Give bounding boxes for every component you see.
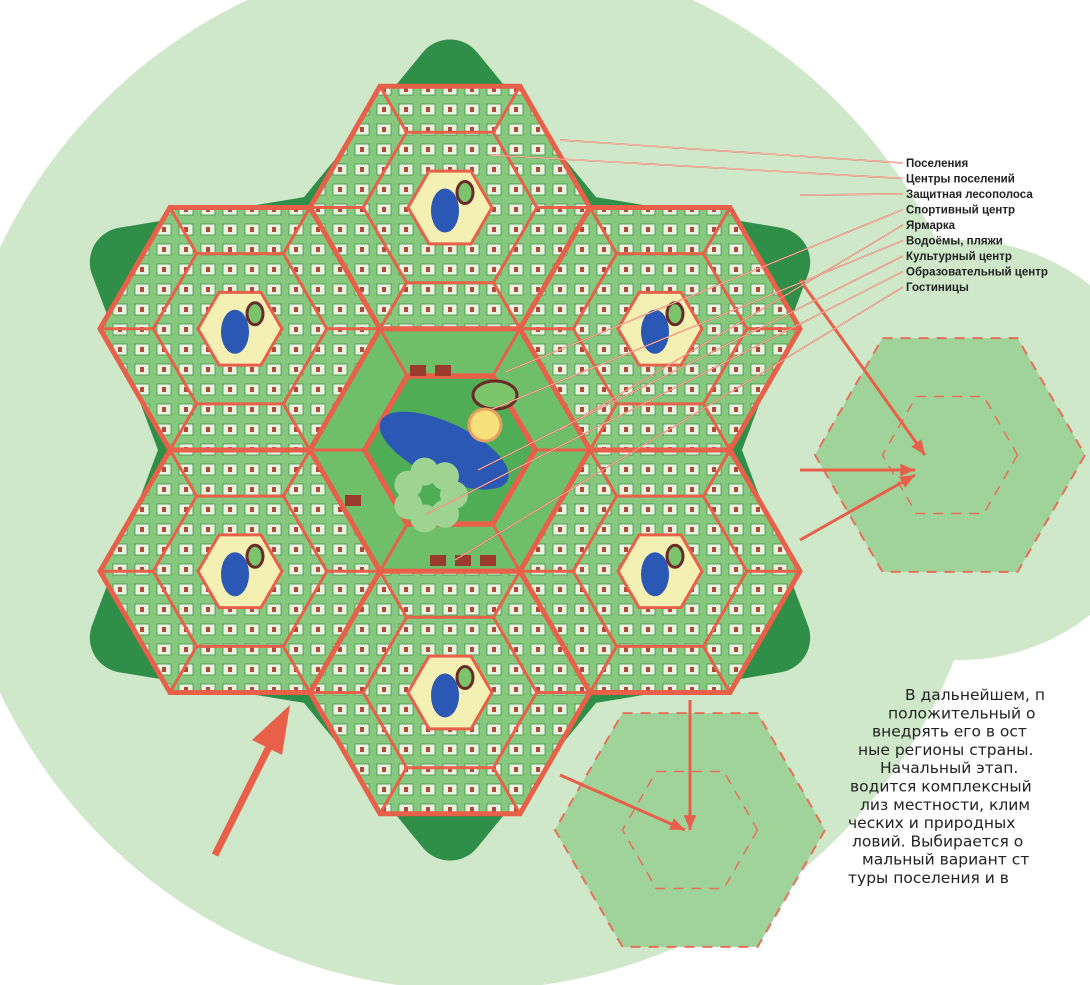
- road: [492, 328, 522, 376]
- leader-line-highlight: [477, 255, 904, 471]
- paragraph-line: туры поселения и в: [848, 869, 1009, 887]
- paragraph-line: внедрять его в ост: [872, 723, 1027, 741]
- entry-arrow-head: [252, 705, 290, 755]
- road: [378, 85, 408, 134]
- arrow-head: [669, 818, 685, 830]
- road: [378, 524, 408, 572]
- leader-line-highlight: [489, 154, 904, 179]
- stadium: [455, 180, 475, 206]
- leader-line-highlight: [424, 271, 904, 516]
- road: [588, 645, 618, 694]
- legend-item: Гостиницы: [906, 282, 969, 294]
- future-hex-inner: [621, 770, 759, 890]
- arrow-line: [559, 773, 686, 832]
- road: [492, 281, 522, 330]
- road: [378, 570, 408, 619]
- arrow-head: [683, 815, 697, 830]
- paragraph-line: ловий. Выбирается о: [852, 832, 1023, 850]
- road: [492, 85, 522, 134]
- leader-line-highlight: [489, 240, 904, 411]
- legend-item: Культурный центр: [906, 251, 1012, 263]
- road: [168, 206, 198, 255]
- stadium: [245, 543, 265, 569]
- lake: [221, 552, 249, 597]
- paragraph-line: лиз местности, клим: [860, 796, 1030, 814]
- hotel: [435, 365, 451, 376]
- leader-line-highlight: [454, 286, 904, 561]
- road: [492, 766, 522, 815]
- legend-item: Центры поселений: [906, 174, 1015, 186]
- road: [492, 570, 522, 619]
- leader-line-highlight: [799, 193, 904, 196]
- hotel: [345, 495, 361, 506]
- legend-item: Поселения: [906, 158, 968, 170]
- arrow-line: [798, 279, 927, 456]
- road: [378, 328, 408, 376]
- entry-arrow: [211, 743, 274, 857]
- road: [168, 645, 198, 694]
- lake: [431, 188, 459, 233]
- lake: [641, 552, 669, 597]
- lake: [641, 309, 669, 354]
- road: [282, 449, 312, 497]
- road: [378, 766, 408, 815]
- future-hex-inner: [881, 395, 1019, 515]
- paragraph-line: ные регионы страны.: [858, 741, 1033, 759]
- paragraph-line: мальный вариант ст: [862, 851, 1029, 869]
- paragraph-line: водится комплексный: [850, 778, 1032, 796]
- road: [588, 403, 618, 451]
- hotel: [410, 365, 426, 376]
- road: [702, 206, 732, 255]
- road: [492, 524, 522, 572]
- legend-item: Ярмарка: [906, 220, 956, 232]
- legend-item: Спортивный центр: [906, 205, 1015, 217]
- road: [378, 281, 408, 330]
- leader-line-highlight: [559, 224, 904, 431]
- hotel: [430, 555, 446, 566]
- arrow-line: [799, 473, 916, 542]
- paragraph-line: Начальный этап.: [880, 759, 1018, 777]
- arrow-head: [899, 475, 915, 488]
- road: [588, 206, 618, 255]
- lake: [431, 673, 459, 718]
- road: [588, 449, 618, 497]
- hotel: [480, 555, 496, 566]
- road: [702, 403, 732, 451]
- legend-item: Защитная лесополоса: [906, 189, 1033, 201]
- paragraph-line: положительный о: [888, 704, 1036, 722]
- stadium: [471, 379, 519, 411]
- legend: Поселения Центры поселений Защитная лесопо…: [424, 139, 1048, 561]
- leader-line-highlight: [559, 139, 904, 164]
- road: [282, 206, 312, 255]
- stadium: [665, 301, 685, 327]
- lake: [221, 309, 249, 354]
- road: [168, 449, 198, 497]
- cultural-centre: [467, 407, 503, 443]
- road: [702, 645, 732, 694]
- paragraph-line: В дальнейшем, п: [905, 686, 1045, 704]
- road: [168, 403, 198, 451]
- arrow-head: [900, 463, 915, 477]
- road: [702, 449, 732, 497]
- education-centre: [430, 462, 459, 491]
- education-centre: [394, 491, 423, 520]
- stadium: [455, 664, 475, 690]
- stadium: [665, 543, 685, 569]
- legend-item: Водоёмы, пляжи: [906, 236, 1003, 248]
- leader-line-highlight: [504, 209, 904, 373]
- paragraph-line: ческих и природных: [848, 814, 1015, 832]
- stadium: [245, 301, 265, 327]
- hotel: [455, 555, 471, 566]
- arrow-head: [911, 439, 925, 455]
- lake: [379, 411, 509, 490]
- legend-item: Образовательный центр: [906, 267, 1048, 279]
- road: [282, 403, 312, 451]
- road: [282, 645, 312, 694]
